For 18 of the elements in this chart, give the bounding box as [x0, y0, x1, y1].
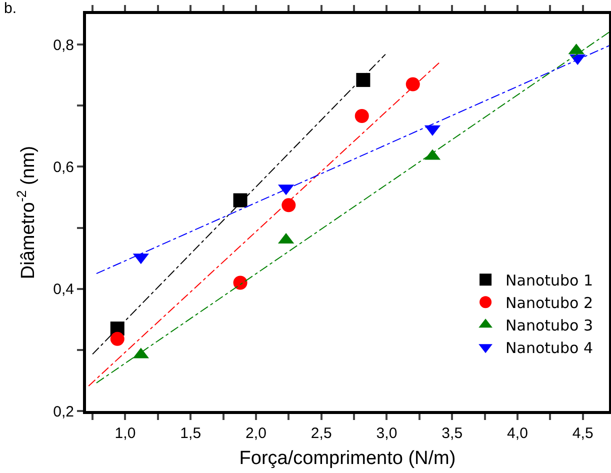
y-tick-label: 0,8	[53, 36, 74, 54]
y-tick-label: 0,4	[53, 281, 74, 298]
x-tick-label: 4,5	[572, 425, 594, 442]
x-tick-label: 1,0	[114, 425, 136, 442]
y-tick-label: 0,2	[53, 403, 74, 420]
x-tick-label: 2,5	[310, 425, 332, 442]
legend-label: Nanotubo 3	[506, 316, 594, 334]
legend-label: Nanotubo 2	[506, 294, 594, 312]
x-tick-label: 4,0	[507, 425, 528, 442]
y-tick-label: 0,6	[53, 158, 74, 176]
x-tick-label: 3,5	[442, 425, 463, 442]
x-tick-label: 1,5	[180, 425, 202, 442]
legend-label: Nanotubo 1	[506, 271, 594, 290]
x-axis-title: Força/comprimento (N/m)	[239, 448, 456, 469]
legend-label: Nanotubo 4	[506, 338, 594, 357]
text: b.	[4, 0, 17, 17]
x-tick-label: 2,0	[246, 425, 266, 442]
x-tick-label: 3,0	[376, 425, 398, 442]
